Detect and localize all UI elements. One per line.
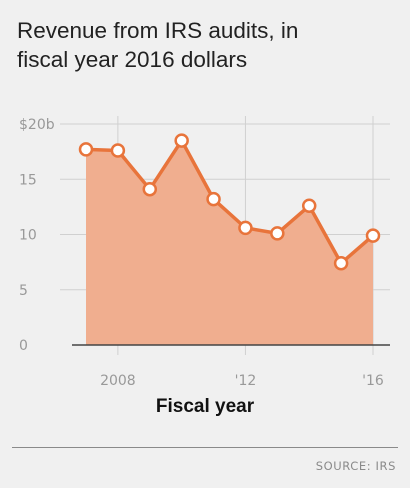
data-point-2013 <box>270 226 285 241</box>
x-axis-label: Fiscal year <box>155 396 255 417</box>
data-point-2011 <box>206 191 221 207</box>
data-point-2009 <box>142 181 158 197</box>
y-tick-label-10: 10 <box>19 228 37 244</box>
source-note: SOURCE: IRS <box>315 459 396 473</box>
y-tick-label-20: $20b <box>19 117 55 133</box>
x-tick-label-2016: '16 <box>362 373 384 389</box>
chart-title-line-1: Revenue from IRS audits, in <box>17 18 299 43</box>
series-line <box>85 138 375 265</box>
data-point-2010 <box>174 133 189 148</box>
y-tick-label-15: 15 <box>19 172 37 188</box>
data-point-2016 <box>365 228 381 243</box>
y-tick-label-0: 0 <box>19 338 28 354</box>
data-point-2015 <box>333 255 349 271</box>
data-point-2014 <box>301 198 317 214</box>
data-point-2012 <box>238 220 253 236</box>
data-point-2007 <box>78 142 94 157</box>
chart-title: Revenue from IRS audits, in fiscal year … <box>17 16 397 74</box>
x-tick-label-2012: '12 <box>235 373 257 389</box>
chart-title-line-2: fiscal year 2016 dollars <box>17 47 248 72</box>
data-point-2008 <box>110 143 126 158</box>
x-tick-label-2008: 2008 <box>100 373 136 389</box>
series-area <box>86 140 373 345</box>
y-tick-label-5: 5 <box>19 283 28 299</box>
footer-divider <box>12 447 398 448</box>
